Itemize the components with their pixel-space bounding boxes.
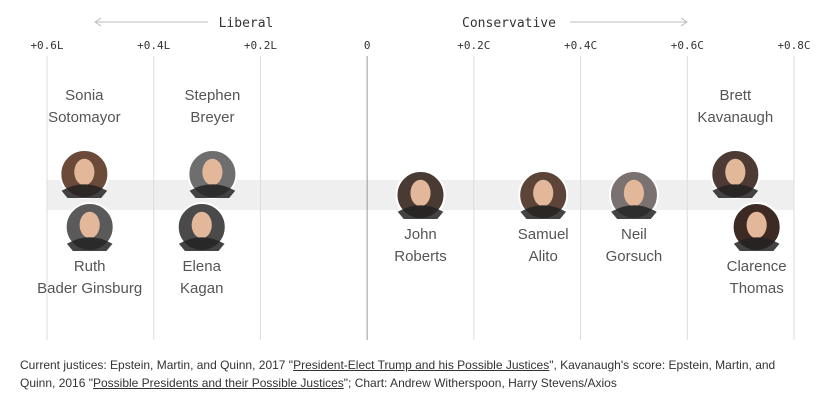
justice-point: Samuel Alito — [518, 170, 569, 265]
direction-labels: Liberal Conservative — [94, 16, 688, 31]
source-link-1[interactable]: President-Elect Trump and his Possible J… — [293, 358, 550, 372]
chart: +0.6L +0.4L +0.2L 0 +0.2C +0.4C +0.6C +0.8C Lib… — [30, 16, 811, 340]
justice-name-line: Alito — [529, 248, 558, 265]
portrait-robe-icon — [189, 184, 236, 198]
source-link-2[interactable]: Possible Presidents and their Possible J… — [92, 376, 344, 390]
portrait-face-icon — [79, 211, 100, 239]
portrait-robe-icon — [611, 205, 657, 219]
justice-name-line: Ruth — [74, 258, 106, 275]
justice-point: Brett Kavanaugh — [697, 87, 773, 199]
x-tick-label: +0.6L — [30, 39, 63, 52]
portrait-robe-icon — [733, 237, 780, 251]
x-tick-label: +0.2L — [244, 39, 277, 52]
justice-name-line: Sonia — [65, 87, 104, 104]
portrait-robe-icon — [178, 237, 225, 251]
justice-name-line: Neil — [621, 226, 647, 243]
justice-name-line: Breyer — [190, 109, 234, 126]
justice-name-line: John — [404, 226, 437, 243]
justice-name-line: Clarence — [727, 258, 787, 275]
x-tick-label: +0.4L — [137, 39, 170, 52]
x-axis-ticks: +0.6L +0.4L +0.2L 0 +0.2C +0.4C +0.6C +0.8C — [30, 39, 810, 52]
x-tick-label: +0.4C — [564, 39, 597, 52]
portrait-robe-icon — [712, 184, 759, 198]
portrait-face-icon — [202, 158, 223, 186]
justice-name-line: Elena — [183, 258, 222, 275]
justice-name-line: Kagan — [180, 280, 223, 297]
portrait-face-icon — [191, 211, 212, 239]
justice-name-line: Stephen — [184, 87, 240, 104]
portrait-face-icon — [533, 179, 554, 207]
justice-point: Neil Gorsuch — [606, 170, 663, 265]
justice-name-line: Thomas — [730, 280, 784, 297]
portrait-robe-icon — [397, 205, 444, 219]
justice-point: Ruth Bader Ginsburg — [37, 202, 142, 297]
justice-point: Elena Kagan — [176, 202, 227, 297]
portrait-robe-icon — [520, 205, 567, 219]
justice-name-line: Brett — [719, 87, 752, 104]
conservative-arrow-head-icon — [680, 17, 688, 27]
liberal-label: Liberal — [219, 16, 274, 31]
x-tick-label: +0.8C — [777, 39, 810, 52]
source-note: Current justices: Epstein, Martin, and Q… — [20, 356, 810, 392]
x-tick-label: +0.6C — [671, 39, 704, 52]
justice-point: Sonia Sotomayor — [48, 87, 121, 199]
justice-name-line: Samuel — [518, 226, 569, 243]
source-text-2: ", Kavanaugh's score: Epstein, Martin, a… — [20, 358, 776, 390]
justice-name-line: Kavanaugh — [697, 109, 773, 126]
portrait-face-icon — [623, 179, 645, 207]
portrait-face-icon — [410, 179, 431, 207]
liberal-arrow-head-icon — [94, 17, 102, 27]
justice-name-line: Gorsuch — [606, 248, 663, 265]
portrait-robe-icon — [66, 237, 113, 251]
x-tick-label: 0 — [364, 39, 371, 52]
justice-point: Stephen Breyer — [184, 87, 240, 199]
justice-name-line: Roberts — [394, 248, 447, 265]
justice-point: Clarence Thomas — [727, 202, 787, 297]
justice-name-line: Sotomayor — [48, 109, 121, 126]
portrait-face-icon — [725, 158, 746, 186]
justice-point: John Roberts — [394, 170, 447, 265]
portrait-face-icon — [74, 158, 95, 186]
justices: Sonia Sotomayor Ruth Bader Ginsburg Stephen B… — [37, 87, 787, 297]
portrait-robe-icon — [61, 184, 108, 198]
x-tick-label: +0.2C — [457, 39, 490, 52]
source-text-1: Current justices: Epstein, Martin, and Q… — [20, 358, 294, 372]
conservative-label: Conservative — [462, 16, 556, 31]
portrait-face-icon — [746, 211, 767, 239]
source-text-3: "; Chart: Andrew Witherspoon, Harry Stev… — [343, 376, 617, 390]
gridlines — [46, 56, 795, 340]
justice-name-line: Bader Ginsburg — [37, 280, 142, 297]
